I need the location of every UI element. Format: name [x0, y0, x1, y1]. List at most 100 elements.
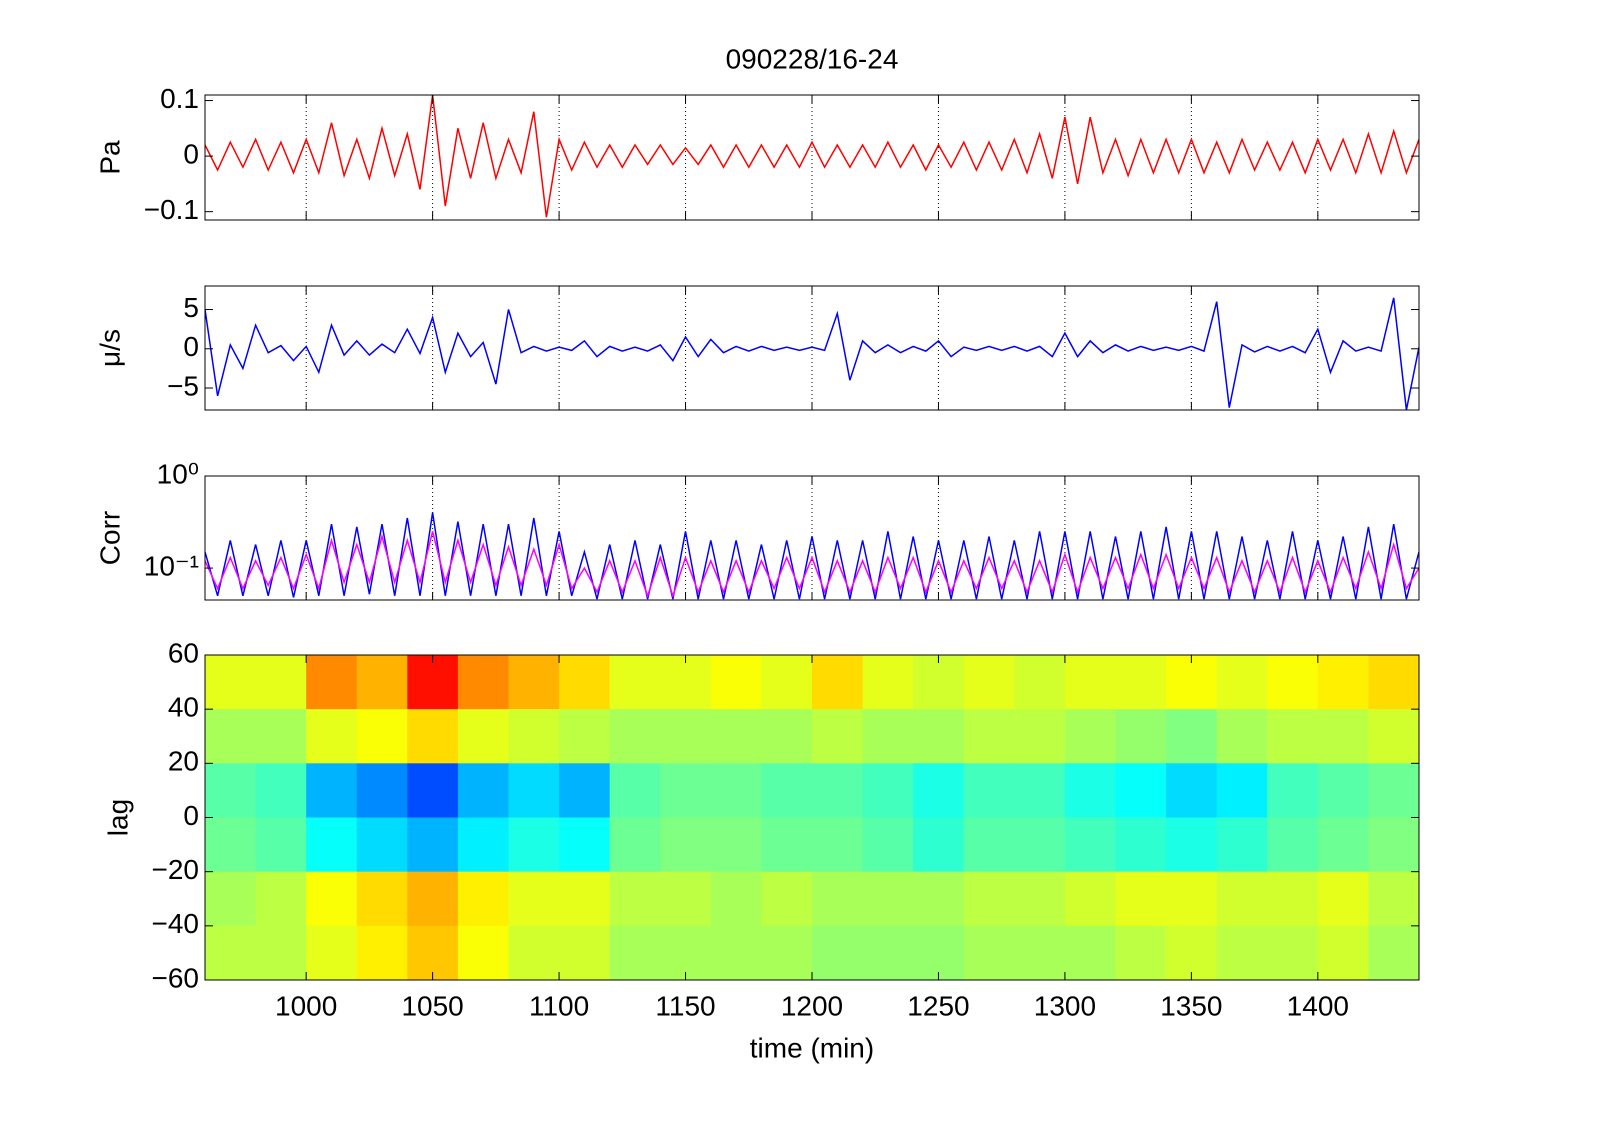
heat-cell	[862, 763, 914, 818]
heat-cell	[1368, 709, 1419, 764]
heat-cell	[407, 925, 459, 980]
heat-cell	[457, 709, 509, 764]
heat-cell	[913, 871, 965, 927]
heat-cell	[1368, 817, 1419, 873]
heat-cell	[1064, 709, 1116, 764]
heat-cell	[1368, 871, 1419, 927]
heat-cell	[1014, 763, 1066, 818]
heat-cell	[913, 709, 965, 764]
heat-cell	[356, 925, 408, 980]
heat-cell	[205, 655, 257, 710]
heat-cell	[1216, 817, 1268, 873]
heat-cell	[559, 925, 611, 980]
heat-cell	[812, 925, 864, 980]
y-tick-label: 60	[168, 637, 199, 668]
heat-cell	[205, 709, 257, 764]
heat-cell	[660, 925, 712, 980]
heat-cell	[710, 871, 762, 927]
heat-cell	[457, 763, 509, 818]
heat-cell	[255, 763, 307, 818]
heat-cell	[812, 871, 864, 927]
heat-cell	[812, 763, 864, 818]
heat-cell	[710, 817, 762, 873]
y-tick-label: 0	[183, 800, 199, 831]
y-axis-label: μ/s	[94, 329, 125, 367]
heat-cell	[710, 763, 762, 818]
x-tick-label: 1400	[1287, 990, 1349, 1021]
heat-cell	[508, 925, 560, 980]
heat-cell	[508, 709, 560, 764]
heat-cell	[205, 925, 257, 980]
y-tick-label: 0.1	[160, 83, 199, 114]
heat-cell	[407, 817, 459, 873]
heat-cell	[1014, 655, 1066, 710]
y-tick-label: 10⁻¹	[144, 550, 199, 581]
y-tick-label: −40	[152, 908, 200, 939]
heat-cell	[963, 817, 1015, 873]
heat-cell	[356, 763, 408, 818]
heat-cell	[862, 871, 914, 927]
heat-cell	[1064, 871, 1116, 927]
heat-cell	[306, 763, 358, 818]
heat-cell	[407, 763, 459, 818]
heat-cell	[761, 871, 813, 927]
heat-cell	[306, 925, 358, 980]
heat-cell	[1115, 763, 1167, 818]
heat-cell	[1267, 871, 1319, 927]
heat-cell	[457, 871, 509, 927]
heat-cell	[913, 763, 965, 818]
heat-cell	[508, 763, 560, 818]
heat-cell	[356, 871, 408, 927]
heat-cell	[1064, 655, 1116, 710]
x-tick-label: 1000	[275, 990, 337, 1021]
heat-cell	[1317, 817, 1369, 873]
heat-cell	[1064, 925, 1116, 980]
x-tick-label: 1050	[401, 990, 463, 1021]
x-tick-label: 1150	[655, 990, 715, 1021]
heat-cell	[1166, 709, 1218, 764]
heat-cell	[356, 709, 408, 764]
heat-cell	[1216, 709, 1268, 764]
heat-cell	[559, 709, 611, 764]
heat-cell	[559, 817, 611, 873]
plot-area	[205, 476, 1419, 600]
heat-cell	[255, 709, 307, 764]
heat-cell	[1317, 925, 1369, 980]
heat-cell	[1064, 763, 1116, 818]
heat-cell	[812, 655, 864, 710]
heat-cell	[862, 655, 914, 710]
heat-cell	[457, 925, 509, 980]
heat-cell	[963, 709, 1015, 764]
x-axis-label: time (min)	[750, 1032, 874, 1063]
y-tick-label: 40	[168, 692, 199, 723]
heat-cell	[862, 817, 914, 873]
y-axis-label: Corr	[94, 511, 125, 565]
heat-cell	[963, 655, 1015, 710]
heat-cell	[1267, 655, 1319, 710]
heat-cell	[1115, 709, 1167, 764]
x-tick-label: 1300	[1034, 990, 1096, 1021]
heat-cell	[1216, 655, 1268, 710]
heat-cell	[1166, 655, 1218, 710]
heat-cell	[1064, 817, 1116, 873]
heat-cell	[963, 763, 1015, 818]
heat-cell	[407, 871, 459, 927]
heat-cell	[508, 817, 560, 873]
plot-area	[205, 95, 1419, 220]
heat-cell	[1014, 709, 1066, 764]
series-line	[205, 512, 1419, 600]
heat-cell	[660, 871, 712, 927]
heat-cell	[761, 655, 813, 710]
heat-cell	[710, 655, 762, 710]
heat-cell	[306, 655, 358, 710]
heat-cell	[761, 925, 813, 980]
heat-cell	[1317, 655, 1369, 710]
heat-cell	[255, 655, 307, 710]
heat-cell	[660, 763, 712, 818]
heat-cell	[1166, 871, 1218, 927]
heat-cell	[255, 871, 307, 927]
series-line	[205, 95, 1419, 218]
heat-cell	[1014, 925, 1066, 980]
y-tick-label: 0	[183, 139, 199, 170]
